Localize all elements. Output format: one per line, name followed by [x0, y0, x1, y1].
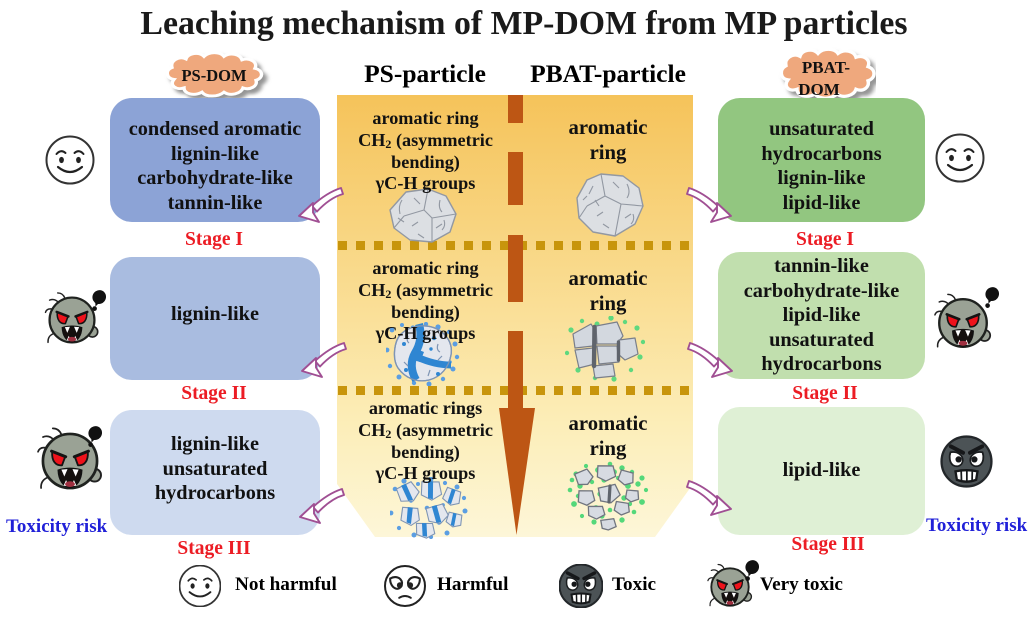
svg-text:PS-DOM: PS-DOM: [181, 66, 247, 85]
svg-text:DOM: DOM: [798, 80, 840, 99]
svg-text:PBAT-: PBAT-: [802, 58, 851, 77]
